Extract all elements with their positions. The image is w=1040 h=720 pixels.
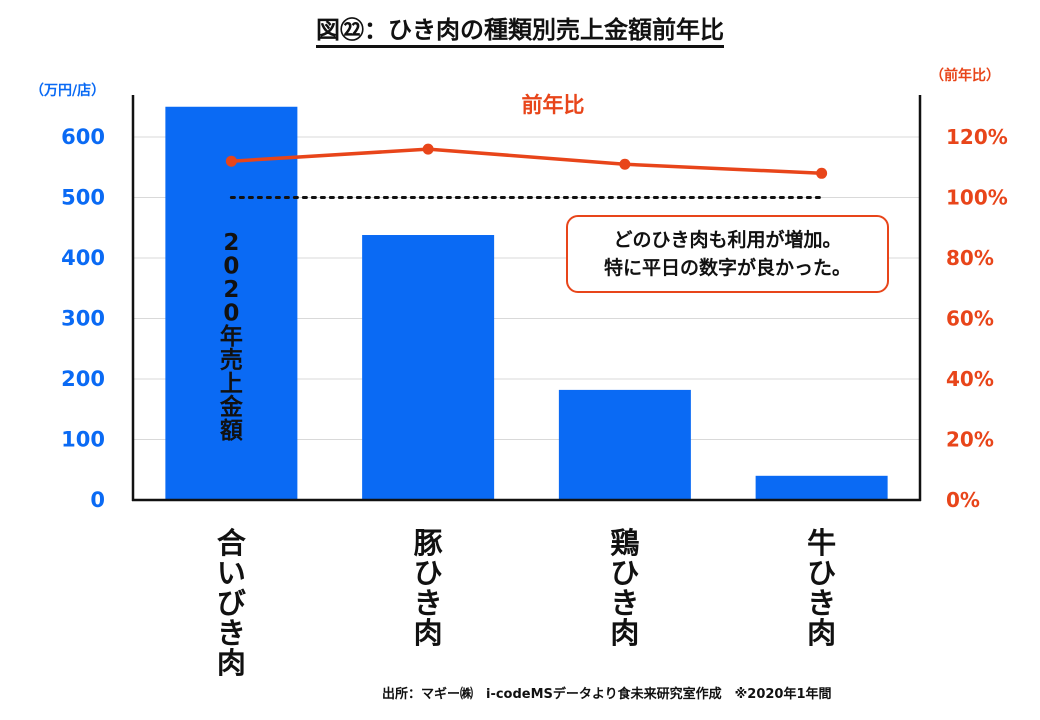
line-series-label: 前年比	[522, 93, 585, 117]
y-right-tick-80: 80%	[946, 246, 994, 270]
y-right-tick-100: 100%	[946, 186, 1008, 210]
yoy-line-path	[231, 147, 822, 176]
y-right-tick-40: 40%	[946, 367, 994, 391]
bar-1	[165, 106, 298, 500]
source-note: 出所：マギー㈱ i-codeMSデータより食未来研究室作成 ※2020年1年間	[382, 687, 832, 702]
callout-line-2: 特に平日の数字が良かった。	[603, 257, 851, 279]
y-right-tick-60: 60%	[946, 307, 994, 331]
bars	[165, 106, 888, 500]
category-label-3: 鶏ひき肉	[610, 526, 639, 650]
y-right-unit: （前年比）	[930, 67, 1000, 84]
bar-3	[558, 389, 691, 500]
category-label-2: 豚ひき肉	[414, 526, 443, 650]
yoy-point-2	[422, 143, 434, 155]
bar-4	[755, 475, 888, 500]
chart-title: 図㉒：ひき肉の種類別売上金額前年比	[0, 10, 1040, 48]
y-left-tick-600: 600	[61, 125, 105, 149]
y-left-unit: （万円/店）	[30, 82, 105, 99]
callout-line-1: どのひき肉も利用が増加。	[613, 229, 842, 251]
bar-2	[362, 235, 495, 500]
y-right-tick-120: 120%	[946, 125, 1008, 149]
category-label-1: 合いびき肉	[217, 526, 246, 680]
category-label-4: 牛ひき肉	[807, 526, 836, 650]
labels: 2 0 2 0 年売上金額 前年比 0 100 200 300 400 500 600 0% 20% 40% 6…	[30, 67, 1008, 680]
callout-box: どのひき肉も利用が増加。 特に平日の数字が良かった。	[566, 215, 889, 293]
y-left-tick-0: 0	[90, 488, 105, 512]
yoy-point-1	[225, 155, 237, 167]
y-right-tick-0: 0%	[946, 488, 980, 512]
bar-series-label: 2 0 2 0 年売上金額	[219, 230, 244, 444]
yoy-line	[225, 143, 828, 179]
y-left-tick-100: 100	[61, 428, 105, 452]
y-left-tick-500: 500	[61, 186, 105, 210]
y-right-tick-20: 20%	[946, 428, 994, 452]
axes	[131, 95, 922, 502]
y-left-tick-300: 300	[61, 307, 105, 331]
y-left-tick-200: 200	[61, 367, 105, 391]
y-left-tick-400: 400	[61, 246, 105, 270]
yoy-point-4	[816, 167, 828, 179]
yoy-point-3	[619, 158, 631, 170]
